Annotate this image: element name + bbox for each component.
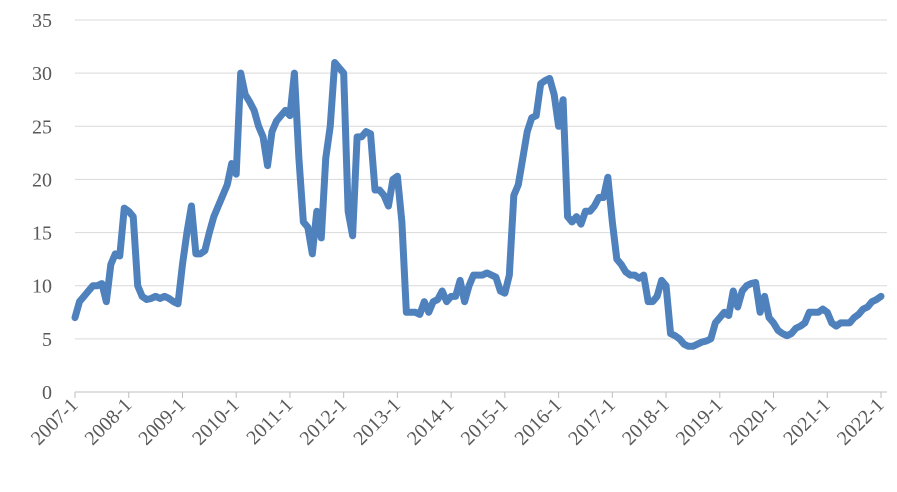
x-tick-label: 2010-1 xyxy=(188,394,244,450)
x-tick-label: 2015-1 xyxy=(457,394,513,450)
y-tick-label: 10 xyxy=(32,276,52,298)
x-tick-label: 2007-1 xyxy=(27,394,83,450)
x-tick-label: 2018-1 xyxy=(618,394,674,450)
x-tick-label: 2017-1 xyxy=(564,394,620,450)
x-tick-label: 2008-1 xyxy=(81,394,137,450)
y-tick-label: 35 xyxy=(32,10,52,32)
data-line xyxy=(71,59,885,350)
y-tick-label: 20 xyxy=(32,169,52,191)
x-tick-label: 2019-1 xyxy=(672,394,728,450)
x-tick-label: 2012-1 xyxy=(296,394,352,450)
x-tick-label: 2020-1 xyxy=(725,394,781,450)
x-tick-label: 2011-1 xyxy=(242,394,297,449)
x-tick-label: 2009-1 xyxy=(134,394,190,450)
y-tick-label: 0 xyxy=(42,382,52,404)
y-tick-label: 30 xyxy=(32,63,52,85)
x-tick-label: 2014-1 xyxy=(403,394,459,450)
y-tick-label: 25 xyxy=(32,116,52,138)
y-tick-label: 15 xyxy=(32,223,52,245)
y-tick-label: 5 xyxy=(42,329,52,351)
x-tick-label: 2013-1 xyxy=(349,394,405,450)
x-tick-label: 2016-1 xyxy=(511,394,567,450)
x-tick-label: 2021-1 xyxy=(779,394,835,450)
x-tick-label: 2022-1 xyxy=(833,394,889,450)
